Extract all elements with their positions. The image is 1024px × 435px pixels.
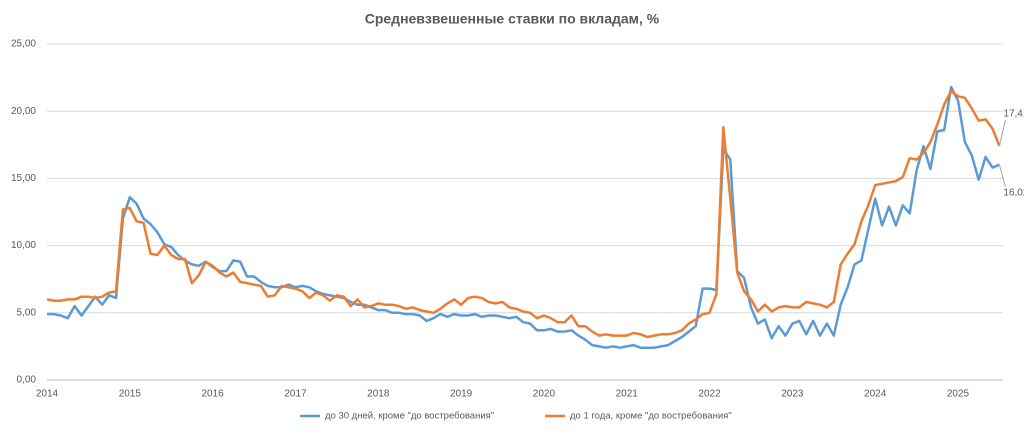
x-tick-label: 2024 bbox=[864, 389, 887, 400]
data-label: 17,41 bbox=[1003, 109, 1024, 120]
leader-line bbox=[998, 164, 1006, 187]
legend-label: до 1 года, кроме "до востребования" bbox=[570, 411, 732, 422]
x-tick-label: 2014 bbox=[36, 389, 59, 400]
y-tick-label: 5,00 bbox=[17, 307, 37, 318]
x-tick-label: 2015 bbox=[119, 389, 142, 400]
x-tick-label: 2019 bbox=[450, 389, 473, 400]
y-tick-label: 10,00 bbox=[11, 240, 36, 251]
x-tick-label: 2022 bbox=[698, 389, 721, 400]
x-tick-label: 2025 bbox=[947, 389, 970, 400]
x-tick-label: 2016 bbox=[202, 389, 225, 400]
x-tick-label: 2021 bbox=[616, 389, 639, 400]
legend-label: до 30 дней, кроме "до востребования" bbox=[325, 411, 494, 422]
leader-line bbox=[998, 119, 1006, 147]
x-tick-label: 2018 bbox=[367, 389, 390, 400]
chart-title: Средневзвешенные ставки по вкладам, % bbox=[365, 11, 660, 27]
x-tick-label: 2023 bbox=[781, 389, 804, 400]
data-label: 16,02 bbox=[1003, 187, 1024, 198]
y-tick-label: 25,00 bbox=[11, 39, 36, 50]
series-line bbox=[46, 89, 1001, 339]
y-tick-label: 15,00 bbox=[11, 173, 36, 184]
x-tick-label: 2020 bbox=[533, 389, 556, 400]
x-tick-label: 2017 bbox=[284, 389, 307, 400]
y-tick-label: 0,00 bbox=[17, 375, 37, 386]
y-tick-label: 20,00 bbox=[11, 106, 36, 117]
